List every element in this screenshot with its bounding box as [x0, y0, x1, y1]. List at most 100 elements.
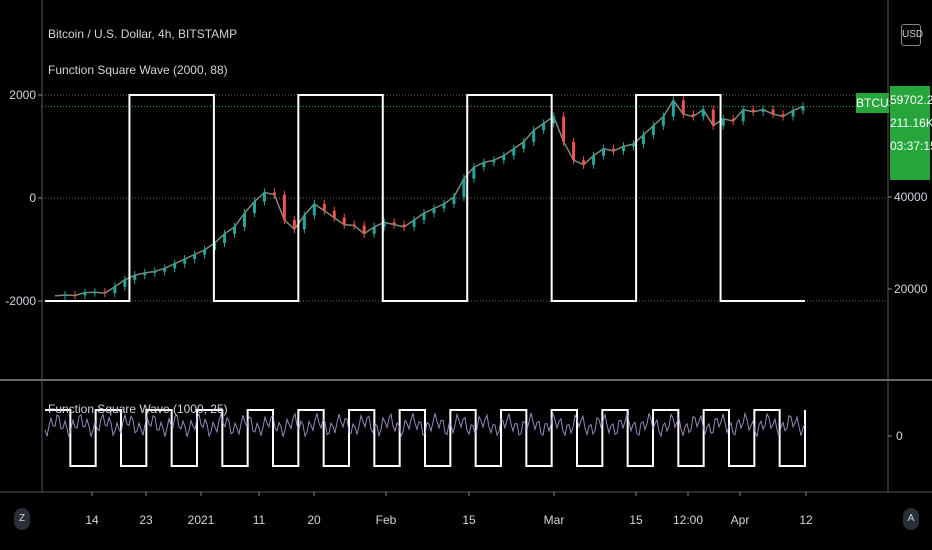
candle-body	[532, 130, 536, 142]
candle-body	[312, 203, 316, 216]
candle-body	[382, 222, 386, 227]
candle-body	[462, 178, 466, 197]
candle-body	[173, 263, 177, 269]
candle-body	[203, 249, 207, 255]
candle-body	[432, 208, 436, 214]
candle-body	[661, 116, 665, 126]
x-tick-label: 23	[139, 513, 153, 527]
x-tick-label: 20	[307, 513, 321, 527]
candle-body	[123, 279, 127, 287]
candle-body	[113, 286, 117, 294]
candle-body	[93, 292, 97, 294]
candle-body	[233, 226, 237, 234]
candle-body	[592, 155, 596, 165]
axes: 20000-20006000040000200000142320211120Fe…	[0, 0, 932, 527]
candle-body	[272, 192, 276, 195]
candle-body	[721, 118, 725, 126]
candle-body	[262, 192, 266, 202]
candle-body	[83, 292, 87, 296]
candle-body	[402, 224, 406, 227]
candle-body	[572, 141, 576, 161]
last-price: 59702.23	[890, 93, 932, 107]
left-tick-label: 0	[29, 191, 36, 205]
square-wave-line	[45, 94, 805, 302]
candle-body	[242, 213, 246, 227]
currency-button[interactable]: USD	[901, 24, 923, 46]
sub-square-wave-line	[45, 409, 806, 467]
candle-body	[691, 114, 695, 117]
candle-body	[681, 100, 685, 115]
bar-countdown: 03:37:15	[890, 139, 932, 153]
x-tick-label: 12	[799, 513, 813, 527]
square-wave-sub	[44, 409, 806, 467]
x-tick-label: 11	[253, 513, 266, 527]
candle-body	[302, 215, 306, 230]
candle-body	[103, 292, 107, 294]
candle-body	[492, 160, 496, 163]
candle-body	[223, 233, 227, 243]
candle-body	[621, 146, 625, 151]
grid	[42, 94, 888, 302]
candle-body	[292, 220, 296, 230]
candle-body	[183, 259, 187, 264]
candle-body	[73, 294, 77, 296]
candle-body	[552, 116, 556, 124]
price-change: 211.16K	[890, 116, 932, 130]
candle-body	[631, 144, 635, 147]
candle-body	[352, 224, 356, 226]
auto-scale-left-button[interactable]: Z	[14, 508, 30, 530]
candle-body	[791, 110, 795, 117]
candle-body	[63, 294, 67, 296]
candle-body	[512, 148, 516, 156]
candle-body	[322, 203, 326, 211]
left-tick-label: 2000	[9, 88, 36, 102]
candle-body	[422, 213, 426, 220]
candle-body	[163, 268, 167, 272]
candle-body	[711, 109, 715, 126]
candle-body	[362, 225, 366, 234]
candle-body	[372, 226, 376, 234]
candle-body	[761, 109, 765, 112]
x-tick-label: 15	[462, 513, 476, 527]
x-tick-label: Apr	[731, 513, 750, 527]
candle-body	[412, 220, 416, 227]
candle-body	[282, 194, 286, 220]
x-tick-label: 2021	[188, 513, 215, 527]
main-indicator-label[interactable]: Function Square Wave (2000, 88)	[48, 63, 228, 77]
candle-body	[133, 275, 137, 280]
candle-body	[442, 203, 446, 209]
candle-body	[801, 106, 805, 111]
x-tick-label: Feb	[376, 513, 397, 527]
chart-title: Bitcoin / U.S. Dollar, 4h, BITSTAMP	[48, 27, 238, 41]
price-path	[54, 99, 804, 297]
candle-body	[482, 162, 486, 168]
candle-body	[342, 217, 346, 225]
candle-body	[582, 160, 586, 165]
candle-body	[741, 109, 745, 122]
symbol-tag: BTCUSD	[856, 93, 905, 113]
candle-body	[193, 254, 197, 260]
candle-body	[612, 148, 616, 151]
square-wave-main	[45, 94, 805, 302]
candle-body	[671, 100, 675, 117]
candle-body	[472, 167, 476, 179]
candle-body	[562, 116, 566, 142]
candle-body	[781, 114, 785, 117]
x-tick-label: 15	[629, 513, 643, 527]
candle-body	[731, 118, 735, 122]
candle-body	[771, 109, 775, 115]
candle-body	[542, 123, 546, 131]
sub-indicator-label[interactable]: Function Square Wave (1000, 25)	[48, 402, 228, 416]
sub-tick-label: 0	[896, 429, 903, 443]
candle-body	[701, 109, 705, 117]
candle-body	[143, 272, 147, 276]
x-tick-label: 12:00	[673, 513, 703, 527]
candle-body	[502, 155, 506, 161]
last-price-tag: 59702.23 211.16K 03:37:15	[890, 86, 932, 180]
auto-scale-right-button[interactable]: A	[903, 508, 919, 530]
candle-body	[602, 148, 606, 156]
candle-body	[641, 134, 645, 145]
candle-body	[751, 109, 755, 112]
candle-body	[522, 141, 526, 149]
